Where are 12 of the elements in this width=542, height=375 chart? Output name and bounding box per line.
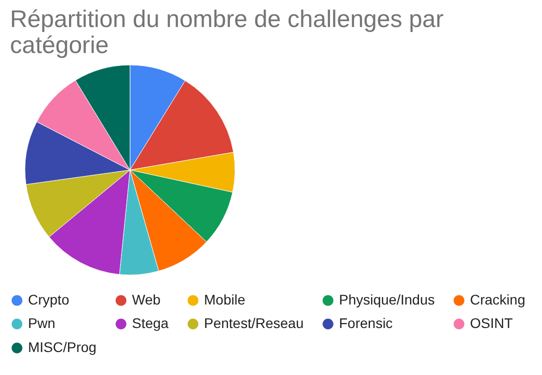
legend-label: Cracking	[470, 291, 526, 308]
legend-label: Mobile	[204, 291, 246, 308]
chart-title: Répartition du nombre de challenges par catégorie	[10, 6, 444, 59]
legend-label: OSINT	[470, 315, 514, 331]
legend-label: Web	[132, 291, 161, 308]
legend-label: Pentest/Reseau	[204, 315, 304, 331]
legend-label: MISC/Prog	[28, 339, 96, 355]
legend-label: Crypto	[28, 291, 70, 308]
legend-label: Forensic	[339, 315, 393, 331]
legend-label: Stega	[132, 315, 169, 331]
legend-label: Physique/Indus	[339, 291, 435, 308]
legend-label: Pwn	[28, 315, 56, 331]
